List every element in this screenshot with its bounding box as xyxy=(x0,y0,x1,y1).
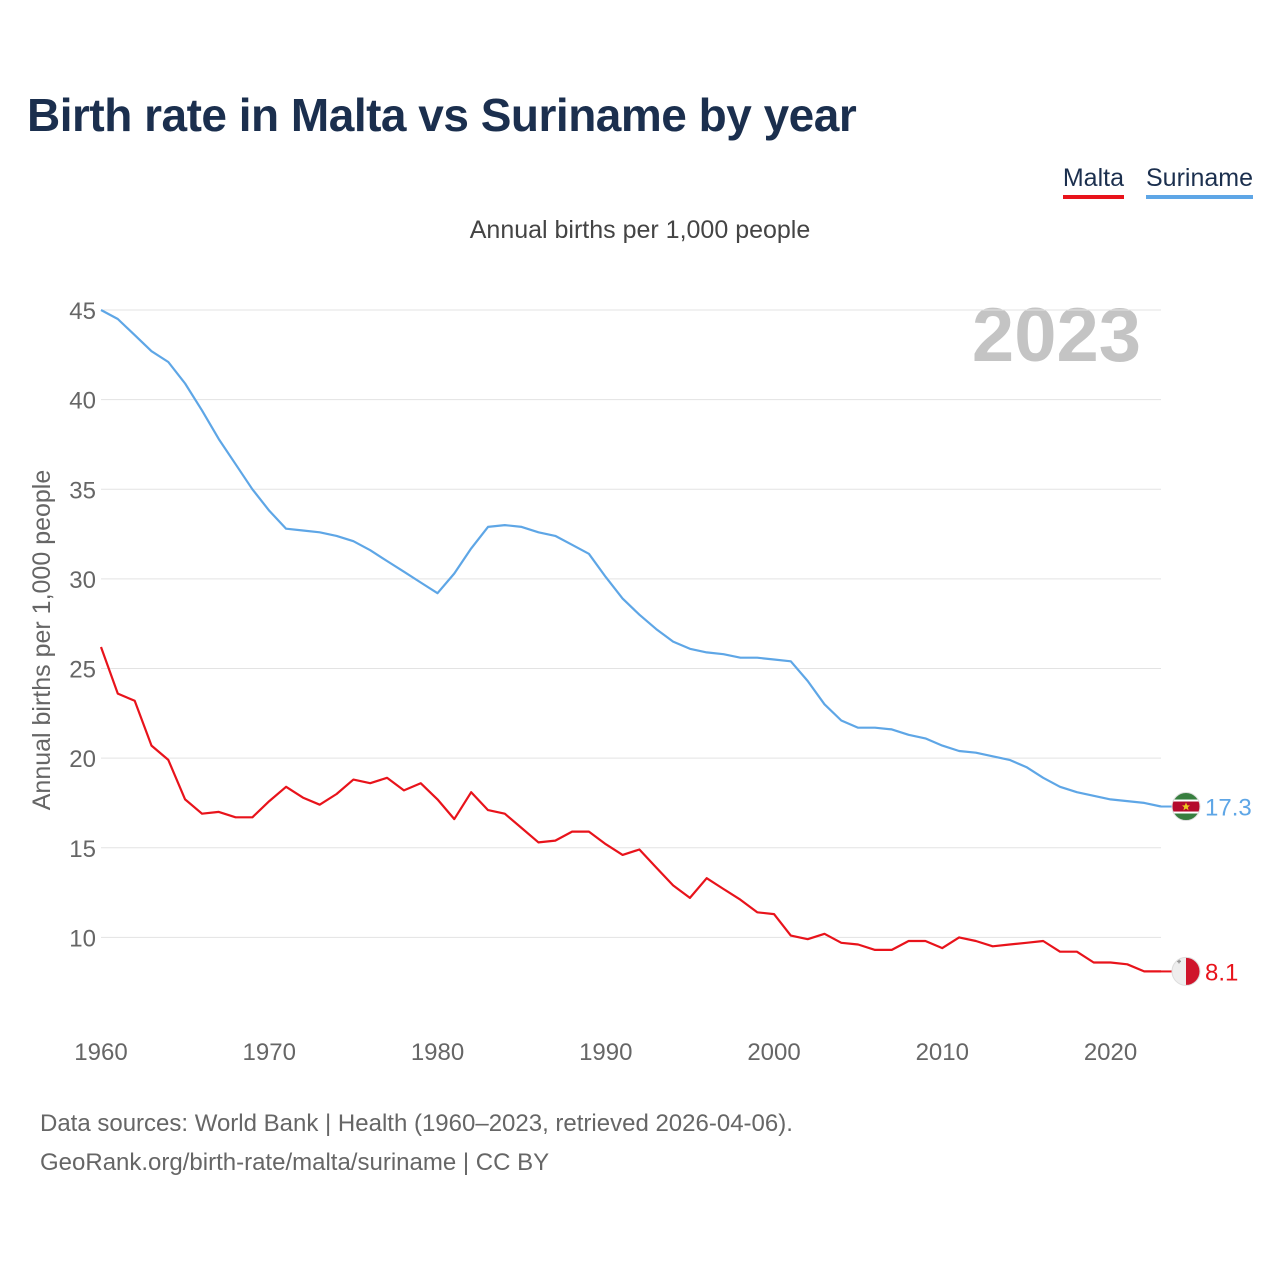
x-tick-label: 2010 xyxy=(916,1039,969,1066)
legend: Malta Suriname xyxy=(1062,164,1253,199)
x-tick-label: 1980 xyxy=(411,1039,464,1066)
x-tick-label: 1960 xyxy=(74,1039,127,1066)
series-line-suriname[interactable] xyxy=(100,309,1162,808)
suriname-flag-icon xyxy=(1171,792,1201,822)
legend-item-suriname[interactable]: Suriname xyxy=(1146,164,1253,199)
footer-link[interactable]: GeoRank.org/birth-rate/malta/suriname | … xyxy=(40,1149,550,1176)
y-tick-label: 20 xyxy=(69,746,96,773)
y-axis-label: Annual births per 1,000 people xyxy=(28,470,56,811)
x-tick-label: 2020 xyxy=(1084,1039,1137,1066)
end-value-label-malta: 8.1 xyxy=(1205,959,1238,986)
y-tick-label: 45 xyxy=(69,298,96,325)
x-tick-label: 2000 xyxy=(747,1039,800,1066)
x-tick-label: 1970 xyxy=(243,1039,296,1066)
y-tick-label: 30 xyxy=(69,567,96,594)
legend-item-malta[interactable]: Malta xyxy=(1062,164,1124,199)
malta-flag-icon xyxy=(1171,956,1201,986)
y-tick-label: 10 xyxy=(69,925,96,952)
y-tick-label: 15 xyxy=(69,836,96,863)
chart-title: Birth rate in Malta vs Suriname by year xyxy=(27,89,857,141)
end-value-label-suriname: 17.3 xyxy=(1205,795,1252,822)
y-tick-label: 40 xyxy=(69,388,96,415)
chart-subtitle: Annual births per 1,000 people xyxy=(469,216,811,244)
x-tick-label: 1990 xyxy=(579,1039,632,1066)
footer-source: Data sources: World Bank | Health (1960–… xyxy=(40,1110,793,1137)
footer: Data sources: World Bank | Health (1960–… xyxy=(40,1104,793,1182)
year-watermark: 2023 xyxy=(971,293,1141,378)
y-tick-label: 35 xyxy=(69,477,96,504)
y-tick-label: 25 xyxy=(69,657,96,684)
series-line-malta[interactable] xyxy=(99,646,1161,973)
